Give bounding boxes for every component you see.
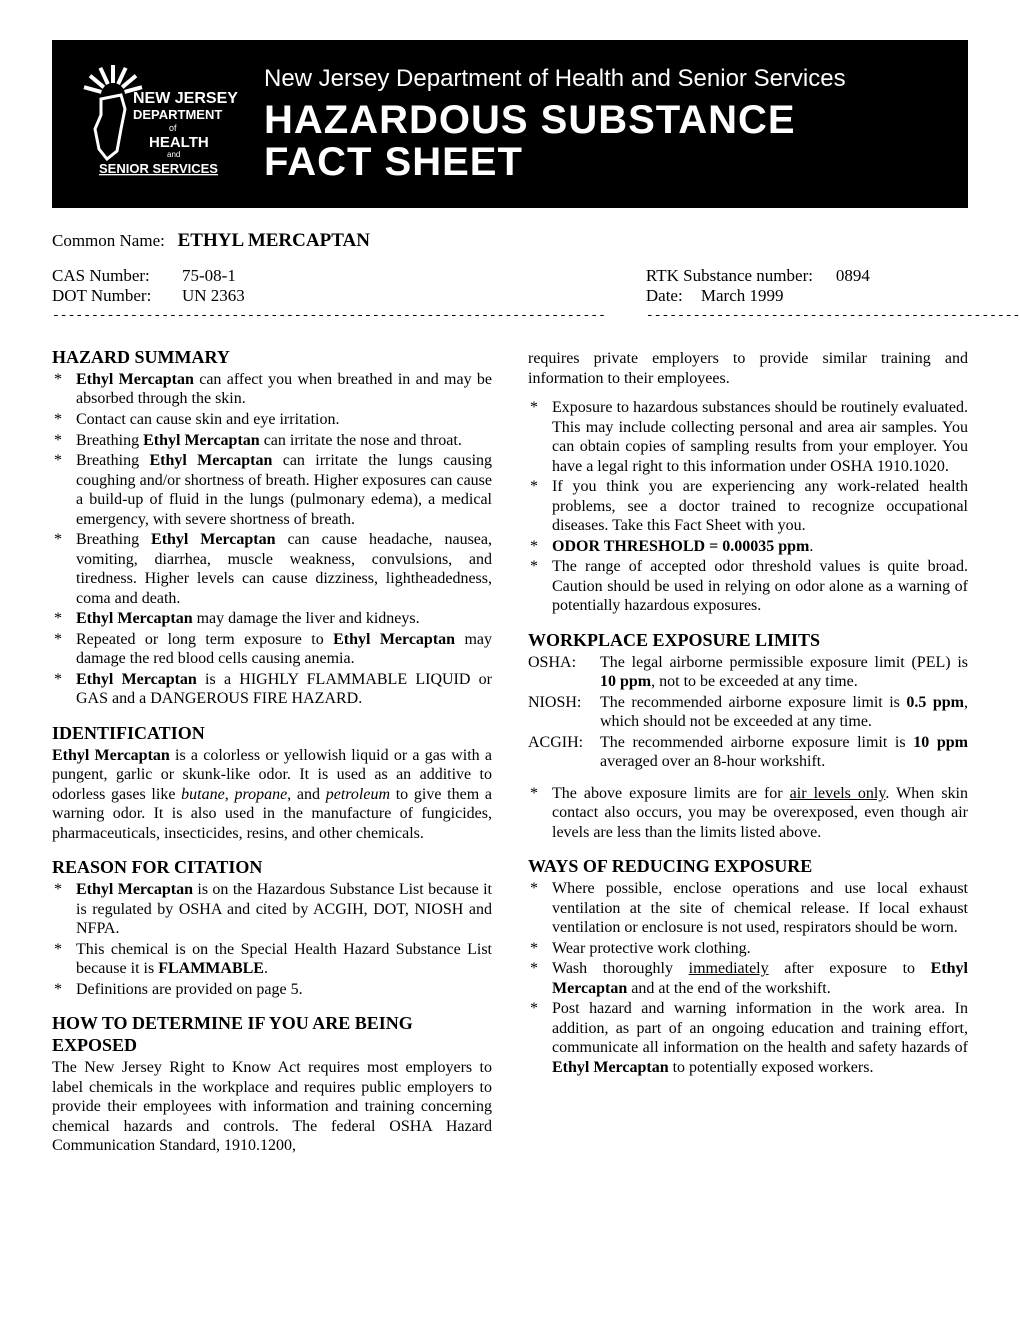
dash-rule: ----------------------------------------… xyxy=(52,308,606,323)
logo-line-2: of xyxy=(169,123,177,133)
right-column: requires private employers to provide si… xyxy=(528,333,968,1156)
limits-label: OSHA: xyxy=(528,653,600,692)
meta-value: 75-08-1 xyxy=(182,266,236,286)
reason-citation-title: REASON FOR CITATION xyxy=(52,857,492,879)
logo-line-5: SENIOR SERVICES xyxy=(99,161,218,176)
common-name-label: Common Name: xyxy=(52,231,165,250)
meta-value: UN 2363 xyxy=(182,286,245,306)
list-item: Ethyl Mercaptan can affect you when brea… xyxy=(52,370,492,409)
header-banner: NEW JERSEY DEPARTMENT of HEALTH and SENI… xyxy=(52,40,968,208)
logo-line-3: HEALTH xyxy=(149,134,209,151)
meta-value: March 1999 xyxy=(701,286,784,306)
list-item: Where possible, enclose operations and u… xyxy=(528,879,968,938)
list-item: The range of accepted odor threshold val… xyxy=(528,557,968,616)
identification-body: Ethyl Mercaptan is a colorless or yellow… xyxy=(52,746,492,844)
dash-rule: ----------------------------------------… xyxy=(646,308,1020,323)
list-item: Contact can cause skin and eye irritatio… xyxy=(52,410,492,430)
meta-row: Date: March 1999 xyxy=(646,286,1020,306)
meta-label: RTK Substance number: xyxy=(646,266,836,286)
logo-line-1: DEPARTMENT xyxy=(133,107,222,122)
list-item: The above exposure limits are for air le… xyxy=(528,784,968,843)
ways-reducing-title: WAYS OF REDUCING EXPOSURE xyxy=(528,856,968,878)
limits-text: The legal airborne permissible exposure … xyxy=(600,653,968,692)
meta-row: CAS Number: 75-08-1 xyxy=(52,266,606,286)
how-determine-body-right: requires private employers to provide si… xyxy=(528,349,968,388)
how-determine-body-left: The New Jersey Right to Know Act require… xyxy=(52,1058,492,1156)
list-item: Definitions are provided on page 5. xyxy=(52,980,492,1000)
workplace-limits-title: WORKPLACE EXPOSURE LIMITS xyxy=(528,630,968,652)
limits-text: The recommended airborne exposure limit … xyxy=(600,693,968,732)
hazard-summary-title: HAZARD SUMMARY xyxy=(52,347,492,369)
meta-label: CAS Number: xyxy=(52,266,182,286)
hazard-summary-list: Ethyl Mercaptan can affect you when brea… xyxy=(52,370,492,709)
identification-title: IDENTIFICATION xyxy=(52,723,492,745)
list-item: ODOR THRESHOLD = 0.00035 ppm. xyxy=(528,537,968,557)
how-determine-title: HOW TO DETERMINE IF YOU ARE BEING EXPOSE… xyxy=(52,1013,492,1057)
main-title-line1: HAZARDOUS SUBSTANCE xyxy=(264,98,796,142)
meta-row: DOT Number: UN 2363 xyxy=(52,286,606,306)
list-item: Breathing Ethyl Mercaptan can irritate t… xyxy=(52,431,492,451)
list-item: Ethyl Mercaptan may damage the liver and… xyxy=(52,609,492,629)
meta-right: RTK Substance number: 0894 Date: March 1… xyxy=(646,266,1020,329)
list-item: Exposure to hazardous substances should … xyxy=(528,398,968,476)
list-item: If you think you are experiencing any wo… xyxy=(528,477,968,536)
list-item: Breathing Ethyl Mercaptan can cause head… xyxy=(52,530,492,608)
limits-row: ACGIH: The recommended airborne exposure… xyxy=(528,733,968,772)
logo-line-4: and xyxy=(167,150,180,159)
list-item: Wash thoroughly immediately after exposu… xyxy=(528,959,968,998)
reason-citation-list: Ethyl Mercaptan is on the Hazardous Subs… xyxy=(52,880,492,999)
meta-left: CAS Number: 75-08-1 DOT Number: UN 2363 … xyxy=(52,266,606,329)
workplace-limits-note: The above exposure limits are for air le… xyxy=(528,784,968,843)
main-title: HAZARDOUS SUBSTANCE FACT SHEET xyxy=(264,99,944,183)
list-item: Post hazard and warning information in t… xyxy=(528,999,968,1077)
meta-columns: CAS Number: 75-08-1 DOT Number: UN 2363 … xyxy=(52,266,968,329)
limits-row: NIOSH: The recommended airborne exposure… xyxy=(528,693,968,732)
how-determine-list: Exposure to hazardous substances should … xyxy=(528,398,968,616)
meta-label: Date: xyxy=(646,286,701,306)
list-item: Wear protective work clothing. xyxy=(528,939,968,959)
limits-label: NIOSH: xyxy=(528,693,600,732)
meta-value: 0894 xyxy=(836,266,870,286)
workplace-limits-rows: OSHA: The legal airborne permissible exp… xyxy=(528,653,968,772)
left-column: HAZARD SUMMARY Ethyl Mercaptan can affec… xyxy=(52,333,492,1156)
department-line: New Jersey Department of Health and Seni… xyxy=(264,65,944,93)
limits-row: OSHA: The legal airborne permissible exp… xyxy=(528,653,968,692)
logo-line-0: NEW JERSEY xyxy=(133,90,238,107)
meta-row: RTK Substance number: 0894 xyxy=(646,266,1020,286)
list-item: Ethyl Mercaptan is on the Hazardous Subs… xyxy=(52,880,492,939)
nj-health-logo: NEW JERSEY DEPARTMENT of HEALTH and SENI… xyxy=(66,54,246,194)
limits-text: The recommended airborne exposure limit … xyxy=(600,733,968,772)
main-title-line2: FACT SHEET xyxy=(264,140,523,184)
list-item: Ethyl Mercaptan is a HIGHLY FLAMMABLE LI… xyxy=(52,670,492,709)
list-item: This chemical is on the Special Health H… xyxy=(52,940,492,979)
ways-reducing-list: Where possible, enclose operations and u… xyxy=(528,879,968,1077)
common-name-value: ETHYL MERCAPTAN xyxy=(178,230,370,251)
common-name-row: Common Name: ETHYL MERCAPTAN xyxy=(52,230,968,252)
content-columns: HAZARD SUMMARY Ethyl Mercaptan can affec… xyxy=(52,333,968,1156)
list-item: Repeated or long term exposure to Ethyl … xyxy=(52,630,492,669)
list-item: Breathing Ethyl Mercaptan can irritate t… xyxy=(52,451,492,529)
header-text: New Jersey Department of Health and Seni… xyxy=(246,65,944,183)
limits-label: ACGIH: xyxy=(528,733,600,772)
meta-label: DOT Number: xyxy=(52,286,182,306)
